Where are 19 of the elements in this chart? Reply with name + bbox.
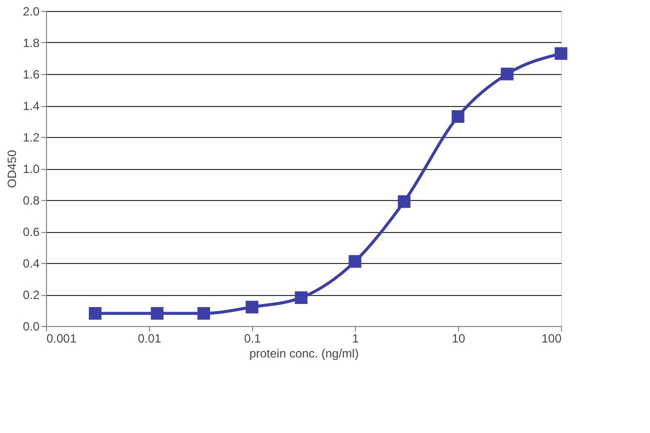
x-tick-label: 10 (452, 332, 466, 346)
x-tick-label: 0.01 (138, 332, 162, 346)
x-tick-label: 1 (352, 332, 360, 346)
y-tick-label: 0.2 (22, 288, 40, 302)
y-tick-label: 0.8 (22, 194, 40, 208)
y-tick-label: 1.8 (22, 36, 40, 50)
y-tick-label: 0.4 (22, 256, 40, 270)
y-tick-label: 1.2 (22, 130, 40, 144)
y-tick-label: 0.6 (22, 225, 40, 239)
y-tick-label: 0.0 (22, 320, 40, 334)
y-tick-label: 1.0 (22, 162, 40, 176)
x-tick-label: 100 (541, 332, 562, 346)
y-tick-label: 1.6 (22, 68, 40, 82)
y-tick-label: 1.4 (22, 99, 40, 113)
x-tick-label: 0.1 (244, 332, 262, 346)
y-axis-title: OD450 (4, 150, 19, 188)
x-axis-title: protein conc. (ng/ml) (249, 346, 359, 360)
x-tick-label: 0.001 (46, 332, 77, 346)
y-tick-label: 2.0 (22, 4, 40, 18)
